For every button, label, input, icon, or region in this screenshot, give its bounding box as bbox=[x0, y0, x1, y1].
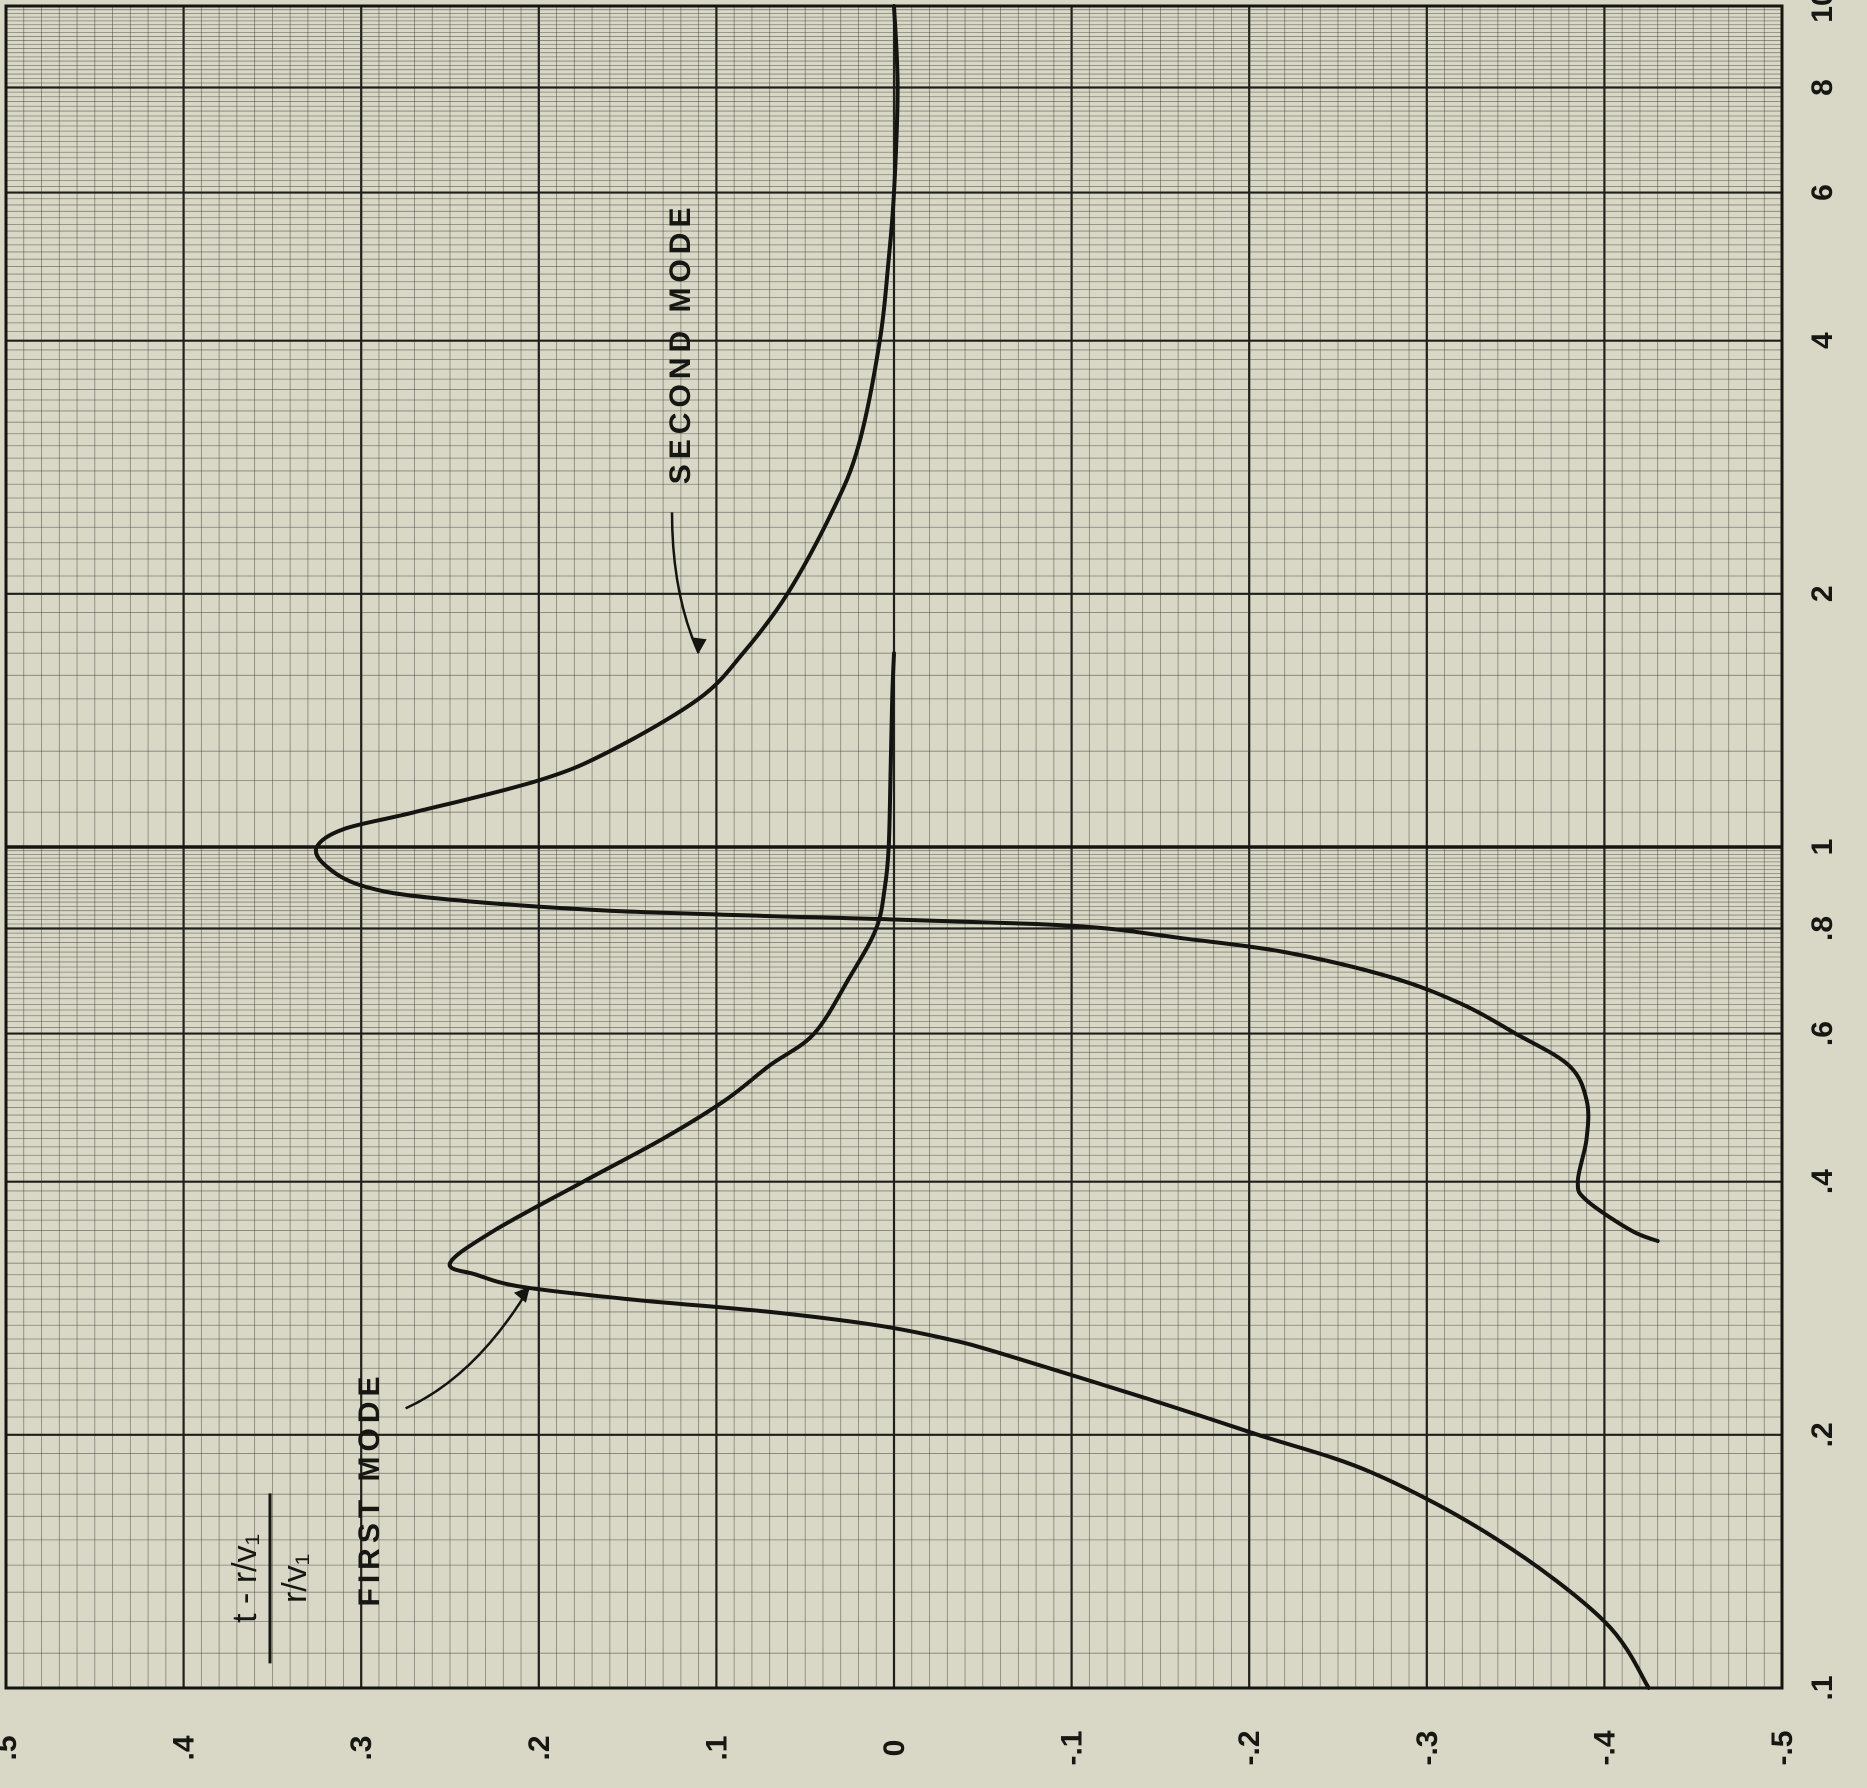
y-tick-label: .5 bbox=[0, 1735, 23, 1760]
x-tick-label: .4 bbox=[1806, 1169, 1839, 1194]
x-tick-label: .8 bbox=[1806, 916, 1839, 941]
arrowhead-first-mode bbox=[513, 1286, 530, 1303]
x-tick-label: .2 bbox=[1806, 1422, 1839, 1447]
annotation-second-mode: SECOND MODE bbox=[664, 203, 697, 485]
y-tick-label: -.1 bbox=[1056, 1730, 1089, 1765]
series-first-mode-line bbox=[447, 651, 1651, 1690]
x-tick-label: 8 bbox=[1806, 79, 1839, 96]
y-tick-label: .3 bbox=[345, 1735, 378, 1760]
y-label-numerator: t - r/v₁ bbox=[226, 1534, 264, 1623]
x-tick-label: 6 bbox=[1806, 184, 1839, 201]
x-tick-label: 2 bbox=[1806, 585, 1839, 602]
y-tick-label: .1 bbox=[700, 1735, 733, 1760]
annotation-first-mode: FIRST MODE bbox=[353, 1371, 386, 1606]
x-tick-label: 1 bbox=[1806, 839, 1839, 856]
x-tick-label: 10 bbox=[1806, 0, 1839, 23]
y-label-fraction: t - r/v₁ r/v₁ bbox=[226, 1493, 314, 1664]
plot-frame bbox=[4, 4, 1784, 1690]
annotations: FIRST MODE SECOND MODE bbox=[353, 203, 707, 1606]
y-tick-label: -.5 bbox=[1766, 1730, 1799, 1765]
tick-labels: .5 .4 .3 .2 .1 0 -.1 -.2 -.3 -.4 -.5 .1 .2 .4 .6 .8 1 2 4 6… bbox=[0, 0, 1839, 1766]
x-tick-label: .1 bbox=[1806, 1675, 1839, 1700]
x-tick-label: .6 bbox=[1806, 1021, 1839, 1046]
y-tick-label: -.3 bbox=[1411, 1730, 1444, 1765]
grid bbox=[4, 4, 1784, 1690]
y-label-denominator: r/v₁ bbox=[276, 1554, 314, 1603]
y-tick-label: 0 bbox=[878, 1740, 911, 1757]
series-second-mode-line bbox=[313, 4, 1660, 1243]
y-tick-label: .2 bbox=[523, 1735, 556, 1760]
y-axis-label: t - r/v₁ r/v₁ bbox=[226, 1493, 314, 1664]
y-tick-label: -.4 bbox=[1588, 1730, 1621, 1765]
pointer-first-mode bbox=[405, 1286, 531, 1410]
x-tick-label: 4 bbox=[1806, 332, 1839, 349]
series-layer bbox=[313, 4, 1660, 1690]
arrowhead-second-mode bbox=[690, 637, 707, 654]
y-tick-label: .4 bbox=[168, 1735, 201, 1760]
y-tick-label: -.2 bbox=[1233, 1730, 1266, 1765]
